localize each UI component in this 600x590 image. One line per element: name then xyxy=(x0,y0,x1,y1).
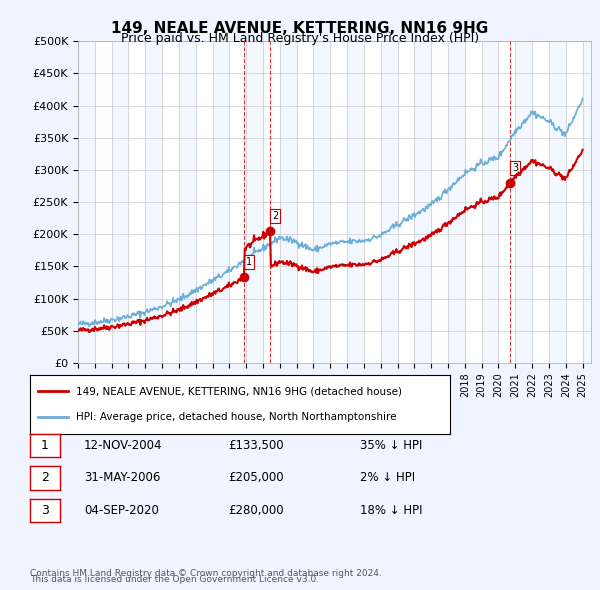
Text: HPI: Average price, detached house, North Northamptonshire: HPI: Average price, detached house, Nort… xyxy=(76,412,397,422)
Text: Price paid vs. HM Land Registry's House Price Index (HPI): Price paid vs. HM Land Registry's House … xyxy=(121,32,479,45)
Bar xyxy=(112,41,128,363)
Text: Contains HM Land Registry data © Crown copyright and database right 2024.: Contains HM Land Registry data © Crown c… xyxy=(30,569,382,578)
Text: £133,500: £133,500 xyxy=(228,439,284,452)
Text: This data is licensed under the Open Government Licence v3.0.: This data is licensed under the Open Gov… xyxy=(30,575,319,584)
Bar xyxy=(246,41,263,363)
Text: £280,000: £280,000 xyxy=(228,504,284,517)
Text: 2% ↓ HPI: 2% ↓ HPI xyxy=(360,471,415,484)
Text: 2: 2 xyxy=(272,211,278,221)
Text: 1: 1 xyxy=(41,439,49,452)
Text: 2: 2 xyxy=(41,471,49,484)
Text: 18% ↓ HPI: 18% ↓ HPI xyxy=(360,504,422,517)
Bar xyxy=(78,41,95,363)
Bar xyxy=(347,41,364,363)
Bar xyxy=(515,41,532,363)
Bar xyxy=(448,41,465,363)
Bar xyxy=(313,41,330,363)
Text: 31-MAY-2006: 31-MAY-2006 xyxy=(84,471,160,484)
Text: 149, NEALE AVENUE, KETTERING, NN16 9HG (detached house): 149, NEALE AVENUE, KETTERING, NN16 9HG (… xyxy=(76,386,402,396)
Bar xyxy=(212,41,229,363)
Bar xyxy=(381,41,398,363)
Bar xyxy=(583,41,599,363)
Text: 35% ↓ HPI: 35% ↓ HPI xyxy=(360,439,422,452)
Text: £205,000: £205,000 xyxy=(228,471,284,484)
Text: 1: 1 xyxy=(246,257,252,267)
Text: 3: 3 xyxy=(41,504,49,517)
Text: 12-NOV-2004: 12-NOV-2004 xyxy=(84,439,163,452)
Bar xyxy=(280,41,296,363)
Bar xyxy=(415,41,431,363)
Bar xyxy=(482,41,499,363)
Bar xyxy=(549,41,566,363)
Text: 3: 3 xyxy=(512,163,518,173)
Bar xyxy=(179,41,196,363)
Text: 04-SEP-2020: 04-SEP-2020 xyxy=(84,504,159,517)
Bar xyxy=(145,41,162,363)
Text: 149, NEALE AVENUE, KETTERING, NN16 9HG: 149, NEALE AVENUE, KETTERING, NN16 9HG xyxy=(112,21,488,35)
